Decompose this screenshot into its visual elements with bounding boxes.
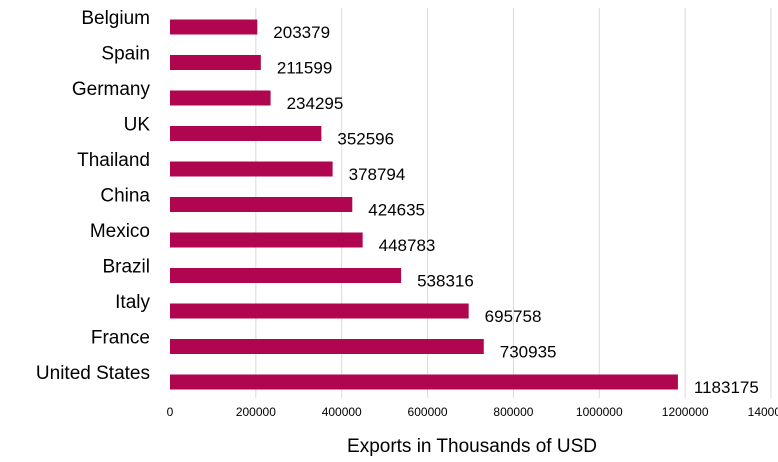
value-label: 1183175	[694, 378, 759, 397]
value-label: 424635	[368, 201, 425, 220]
bar	[170, 197, 353, 212]
category-label: Brazil	[102, 257, 150, 278]
category-label: France	[91, 328, 150, 349]
value-label: 352596	[337, 130, 394, 149]
x-tick-label: 1400000	[748, 405, 778, 419]
bar	[170, 374, 678, 390]
bar	[170, 126, 322, 141]
value-label: 730935	[500, 343, 557, 362]
category-label: Italy	[115, 292, 150, 313]
bar	[170, 303, 469, 319]
x-axis-ticks: 0 200000 400000 600000 800000 1000000 1200000 1…	[167, 405, 778, 419]
bar	[170, 161, 333, 177]
value-label: 695758	[485, 307, 542, 326]
x-tick-label: 200000	[236, 405, 276, 419]
bar	[170, 90, 271, 106]
category-label: UK	[124, 115, 151, 136]
bar	[170, 232, 363, 248]
category-label: Germany	[72, 79, 151, 100]
value-label: 211599	[277, 59, 332, 78]
x-tick-label: 1000000	[576, 405, 623, 419]
bar	[170, 55, 261, 70]
category-label: Spain	[101, 44, 150, 65]
value-label: 538316	[417, 272, 474, 291]
value-label: 378794	[349, 165, 406, 184]
category-label: Belgium	[81, 8, 150, 29]
x-tick-label: 800000	[493, 405, 533, 419]
value-labels: 203379 211599 234295 352596 378794 424635 4487…	[273, 23, 759, 397]
x-tick-label: 0	[167, 405, 174, 419]
value-label: 234295	[287, 94, 344, 113]
value-label: 203379	[273, 23, 330, 42]
x-axis-title: Exports in Thousands of USD	[347, 436, 597, 457]
category-label: Thailand	[77, 150, 150, 171]
category-label: United States	[36, 363, 150, 384]
x-tick-label: 400000	[322, 405, 362, 419]
bar	[170, 268, 402, 283]
bar	[170, 339, 484, 354]
category-label: Mexico	[90, 221, 150, 242]
value-label: 448783	[379, 236, 436, 255]
category-label: China	[100, 186, 150, 207]
category-labels: Belgium Spain Germany UK Thailand China Mexico…	[36, 8, 151, 384]
bar	[170, 19, 258, 35]
x-tick-label: 1200000	[662, 405, 709, 419]
bars	[170, 19, 678, 390]
gridlines	[255, 8, 772, 398]
x-tick-label: 600000	[408, 405, 448, 419]
